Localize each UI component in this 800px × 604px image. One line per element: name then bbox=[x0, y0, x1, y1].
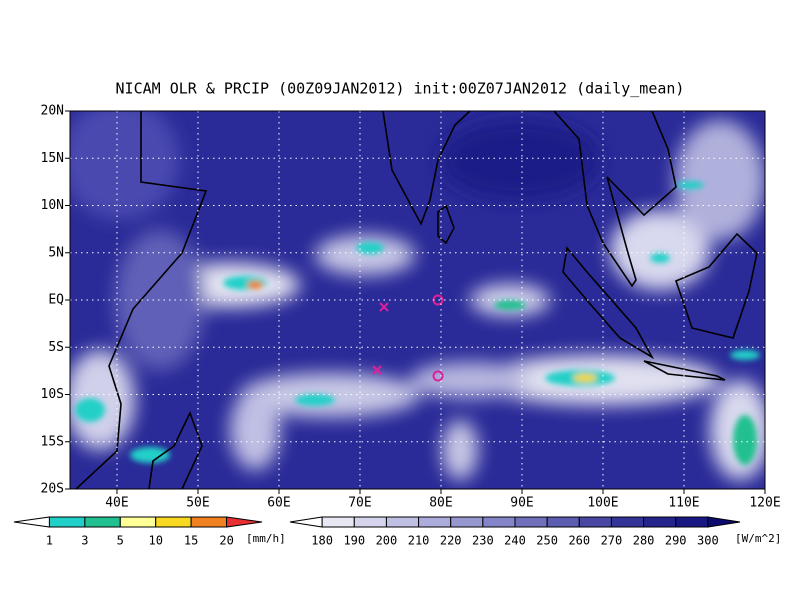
colorbar-segment bbox=[482, 516, 516, 528]
colorbar-label: 20 bbox=[219, 534, 233, 548]
y-tick-label: 5N bbox=[48, 245, 64, 260]
marker-cross bbox=[372, 365, 382, 375]
colorbar-segment bbox=[643, 516, 677, 528]
colorbar-unit: [mm/h] bbox=[246, 532, 286, 545]
colorbar-label: 1 bbox=[46, 534, 53, 548]
colorbars: 1 3 5 10 15 20 [mm/h] 180 190 200 210 220 230 240 250 2… bbox=[13, 516, 781, 548]
colorbar-segment bbox=[48, 516, 86, 528]
coastline-indochina bbox=[553, 111, 677, 288]
axes: 40E 50E 60E 70E 80E 90E 100E 110E 120E 20N 15N 10N 5… bbox=[41, 104, 781, 511]
colorbar-segment bbox=[155, 516, 192, 528]
colorbar-segment bbox=[546, 516, 580, 528]
colorbar-label: 260 bbox=[568, 534, 590, 548]
plot-area bbox=[70, 111, 765, 489]
colorbar-label: 10 bbox=[148, 534, 162, 548]
x-tick-label: 100E bbox=[587, 496, 618, 511]
y-tick-label: 5S bbox=[48, 340, 64, 355]
x-tick-label: 80E bbox=[429, 496, 452, 511]
coastline-java bbox=[643, 360, 726, 381]
y-tick-label: 10N bbox=[41, 198, 64, 213]
colorbar-label: 190 bbox=[343, 534, 365, 548]
colorbar-segment bbox=[119, 516, 157, 528]
colorbar-label: 230 bbox=[472, 534, 494, 548]
coastline-sumatra bbox=[562, 246, 655, 360]
colorbar-segment bbox=[84, 516, 121, 528]
marker-circle bbox=[432, 370, 444, 382]
colorbar-end bbox=[13, 516, 50, 528]
colorbar-segment bbox=[418, 516, 452, 528]
colorbar-end bbox=[707, 516, 741, 528]
colorbar-segment bbox=[450, 516, 484, 528]
x-tick-label: 120E bbox=[749, 496, 780, 511]
colorbar-label: 3 bbox=[81, 534, 88, 548]
colorbar-segment bbox=[514, 516, 548, 528]
colorbar-label: 280 bbox=[633, 534, 655, 548]
x-tick-label: 50E bbox=[186, 496, 209, 511]
colorbar-label: 210 bbox=[408, 534, 430, 548]
coastline-madagascar bbox=[148, 410, 203, 489]
colorbar-segment bbox=[675, 516, 709, 528]
colorbar-label: 5 bbox=[117, 534, 124, 548]
coastline-sri-lanka bbox=[437, 204, 455, 245]
colorbar-label: 290 bbox=[665, 534, 687, 548]
y-tick-label: 15S bbox=[41, 434, 64, 449]
x-tick-label: 110E bbox=[668, 496, 699, 511]
x-tick-label: 60E bbox=[267, 496, 290, 511]
coastlines bbox=[75, 111, 758, 489]
colorbar-label: 270 bbox=[601, 534, 623, 548]
colorbar-label: 300 bbox=[697, 534, 719, 548]
y-tick-label: 15N bbox=[41, 151, 64, 166]
marker-cross bbox=[379, 302, 389, 312]
y-tick-label: EQ bbox=[48, 293, 64, 308]
grid bbox=[70, 111, 765, 489]
coastline-africa bbox=[75, 111, 208, 489]
colorbar-unit: [W/m^2] bbox=[735, 532, 781, 545]
colorbar-end bbox=[226, 516, 263, 528]
colorbar-label: 220 bbox=[440, 534, 462, 548]
coastline-borneo bbox=[675, 232, 758, 339]
colorbar-label: 200 bbox=[376, 534, 398, 548]
coastline-india bbox=[382, 111, 471, 226]
colorbar-segment bbox=[385, 516, 420, 528]
colorbar-segment bbox=[190, 516, 228, 528]
colorbar-segment bbox=[610, 516, 645, 528]
y-tick-label: 20S bbox=[41, 482, 64, 497]
colorbar-label: 180 bbox=[311, 534, 333, 548]
colorbar-label: 15 bbox=[184, 534, 198, 548]
colorbar-label: 240 bbox=[504, 534, 526, 548]
colorbar-segment bbox=[578, 516, 612, 528]
colorbar-label: 250 bbox=[536, 534, 558, 548]
x-tick-label: 90E bbox=[510, 496, 533, 511]
colorbar-segment bbox=[353, 516, 387, 528]
x-tick-label: 40E bbox=[105, 496, 128, 511]
y-tick-label: 20N bbox=[41, 104, 64, 119]
colorbar-segment bbox=[321, 516, 355, 528]
y-tick-label: 10S bbox=[41, 387, 64, 402]
precip-field bbox=[75, 181, 760, 465]
x-tick-label: 70E bbox=[348, 496, 371, 511]
map-title: NICAM OLR & PRCIP (00Z09JAN2012) init:00… bbox=[116, 80, 685, 98]
colorbar-end bbox=[289, 516, 323, 528]
